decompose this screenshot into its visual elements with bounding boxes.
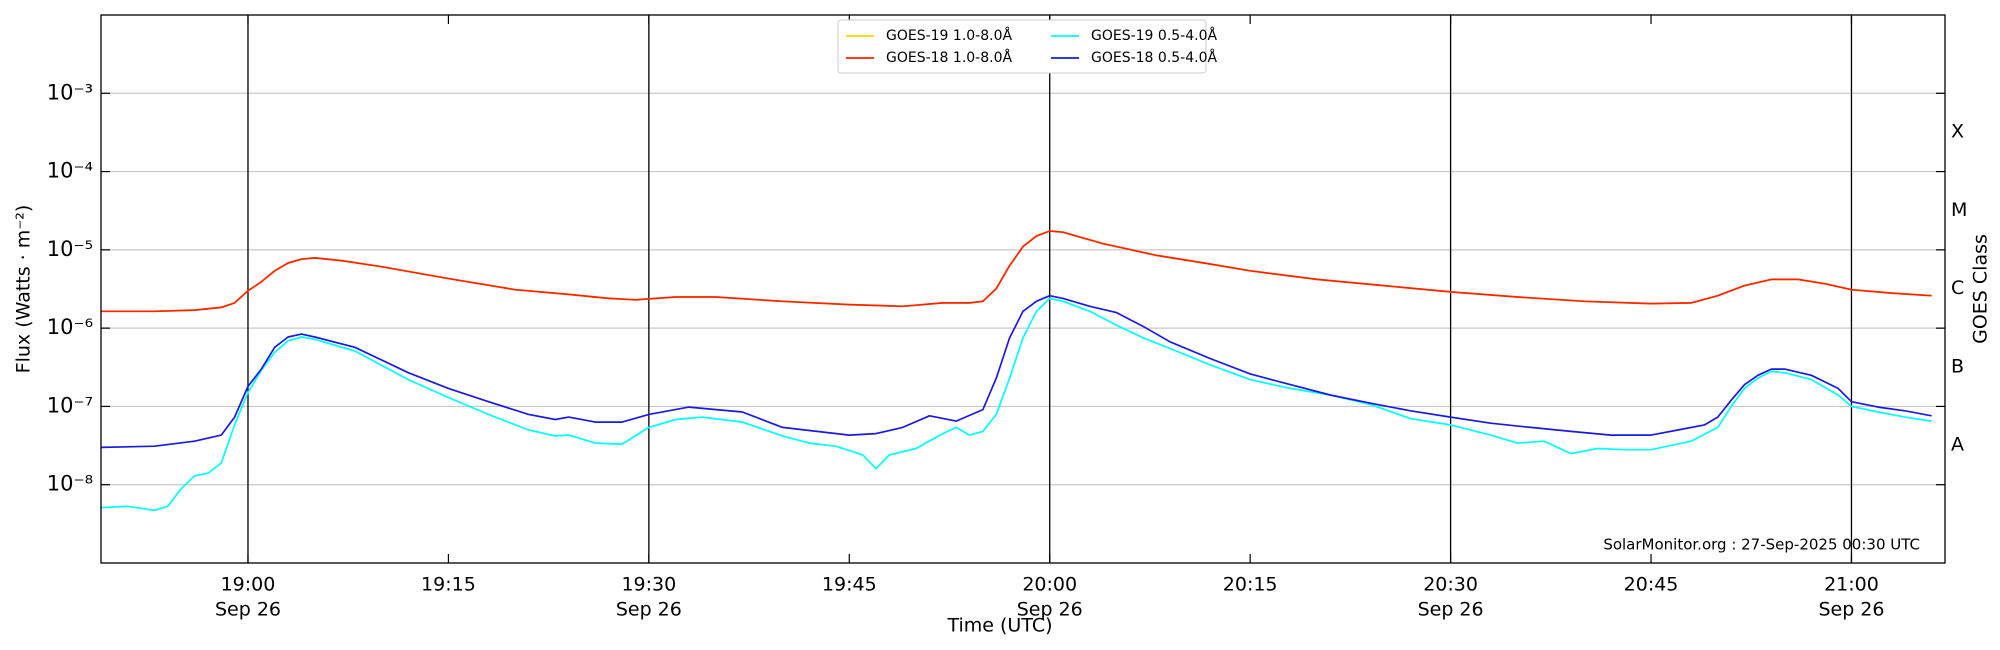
x-tick-label: 20:15 — [1223, 574, 1278, 596]
x-tick-label: 19:45 — [822, 574, 877, 596]
x-tick-label: 19:00 — [221, 574, 276, 596]
y-tick-label: 10⁻³ — [47, 80, 93, 104]
legend-label: GOES-19 0.5-4.0Å — [1091, 27, 1217, 44]
x-tick-label: 21:00 — [1824, 574, 1879, 596]
series-line — [100, 297, 1932, 512]
y-tick-label: 10⁻⁷ — [47, 393, 93, 417]
y2-tick-label: B — [1951, 355, 1964, 377]
x-tick-label: 20:30 — [1423, 574, 1478, 596]
legend-box — [837, 19, 1207, 74]
x-tick-label: 19:15 — [421, 574, 476, 596]
x-tick-label: Sep 26 — [1418, 599, 1484, 621]
legend: GOES-19 1.0-8.0Å GOES-18 1.0-8.0Å GOES-19 … — [837, 19, 1217, 74]
x-axis-label: Time (UTC) — [946, 615, 1052, 637]
x-tick-label: Sep 26 — [1017, 599, 1083, 621]
annotation: SolarMonitor.org : 27-Sep-2025 00:30 UTC — [1603, 536, 1920, 554]
x-tick-label: Sep 26 — [616, 599, 682, 621]
y2-axis-label: GOES Class — [1970, 234, 1992, 344]
y2-tick-label: A — [1951, 434, 1964, 456]
plot-frame — [100, 14, 1946, 564]
x-tick-label: Sep 26 — [1818, 599, 1884, 621]
legend-label: GOES-19 1.0-8.0Å — [886, 27, 1012, 44]
series-line — [101, 230, 1932, 313]
y2-tick-label: C — [1951, 277, 1964, 299]
x-tick-label: 20:45 — [1624, 574, 1679, 596]
y-tick-label: 10⁻⁴ — [47, 159, 93, 183]
x-tick-label: 19:30 — [621, 574, 676, 596]
x-tick-label: Sep 26 — [215, 599, 281, 621]
series-line — [100, 294, 1932, 449]
y-tick-label: 10⁻⁶ — [47, 315, 93, 339]
y-tick-label: 10⁻⁸ — [47, 472, 93, 496]
y2-tick-label: M — [1951, 199, 1967, 221]
x-tick-label: 20:00 — [1022, 574, 1077, 596]
y-tick-label: 10⁻⁵ — [47, 237, 93, 261]
y2-tick-label: X — [1951, 121, 1964, 143]
legend-label: GOES-18 1.0-8.0Å — [886, 49, 1012, 66]
y-axis-label: Flux (Watts · m⁻²) — [13, 205, 35, 374]
legend-label: GOES-18 0.5-4.0Å — [1091, 49, 1217, 66]
